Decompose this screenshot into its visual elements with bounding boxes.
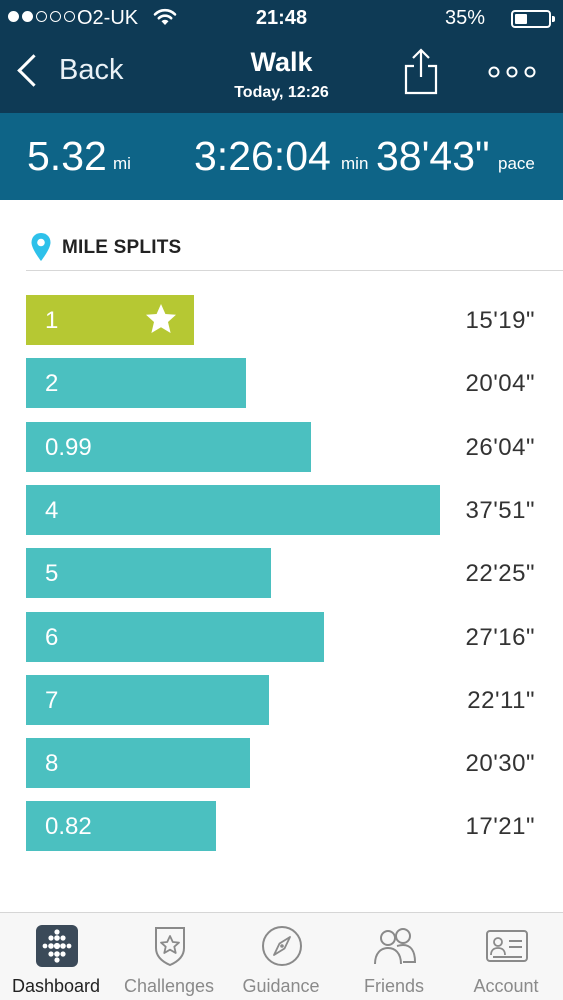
tab-label: Guidance (242, 976, 320, 996)
clock: 21:48 (255, 7, 308, 29)
split-time: 15'19" (465, 307, 535, 334)
signal-dot (8, 11, 19, 22)
location-pin-icon (31, 233, 51, 261)
split-time: 26'04" (465, 434, 535, 461)
mile-splits-header: MILE SPLITS (30, 232, 181, 264)
split-row: 2 20'04" (26, 358, 563, 408)
top-bar: O2-UK 21:48 35% Back Walk Today, 12:26 (0, 0, 563, 113)
split-row: 6 27'16" (26, 612, 563, 662)
section-divider (26, 270, 563, 271)
pace-unit: pace (498, 154, 535, 173)
tab-guidance[interactable]: Guidance (225, 913, 337, 1000)
split-label: 6 (45, 624, 59, 651)
carrier-name: O2-UK (77, 7, 139, 29)
split-row: 0.82 17'21" (26, 801, 563, 851)
split-bar[interactable]: 5 (26, 548, 271, 598)
dashboard-icon (36, 925, 78, 967)
distance-value: 5.32 (27, 133, 107, 179)
star-icon (146, 304, 176, 333)
split-label: 4 (45, 497, 59, 524)
split-row: 1 15'19" (26, 295, 563, 345)
split-row: 4 37'51" (26, 485, 563, 535)
split-row: 7 22'11" (26, 675, 563, 725)
signal-dot (36, 11, 47, 22)
split-label: 0.99 (45, 434, 92, 461)
split-bar[interactable]: 8 (26, 738, 250, 788)
account-icon (486, 930, 528, 962)
split-row: 5 22'25" (26, 548, 563, 598)
split-time: 20'30" (465, 750, 535, 777)
split-bar[interactable]: 2 (26, 358, 246, 408)
split-time: 22'11" (467, 687, 535, 714)
split-bar[interactable]: 4 (26, 485, 440, 535)
split-time: 17'21" (465, 813, 535, 840)
signal-dot (50, 11, 61, 22)
tab-label: Account (473, 976, 539, 996)
split-row: 8 20'30" (26, 738, 563, 788)
signal-dot (64, 11, 75, 22)
friends-icon (374, 928, 417, 965)
share-icon[interactable] (401, 46, 441, 96)
tab-challenges[interactable]: Challenges (113, 913, 225, 1000)
status-bar: O2-UK 21:48 35% (0, 0, 563, 36)
battery-icon (511, 10, 555, 28)
tab-label: Dashboard (11, 976, 101, 996)
page-title: Walk (250, 47, 313, 77)
activity-summary: 5.32 mi 3:26:04 min 38'43" pace (0, 113, 563, 200)
split-bar[interactable]: 7 (26, 675, 269, 725)
compass-icon (262, 926, 302, 966)
split-label: 8 (45, 750, 59, 777)
split-time: 22'25" (465, 560, 535, 587)
split-time: 27'16" (465, 624, 535, 651)
section-title: MILE SPLITS (62, 237, 182, 258)
signal-dot (22, 11, 33, 22)
duration-value: 3:26:04 (194, 133, 331, 179)
signal-strength-icon (8, 11, 75, 22)
split-time: 20'04" (465, 370, 535, 397)
tab-label: Challenges (123, 976, 215, 996)
split-label: 7 (45, 687, 59, 714)
back-label: Back (59, 54, 124, 86)
split-time: 37'51" (465, 497, 535, 524)
split-bar[interactable]: 6 (26, 612, 324, 662)
back-button[interactable]: Back (14, 54, 123, 87)
split-label: 0.82 (45, 813, 92, 840)
wifi-icon (152, 7, 178, 33)
split-bar-best[interactable]: 1 (26, 295, 194, 345)
tab-label: Friends (363, 976, 425, 996)
page-subtitle: Today, 12:26 (234, 84, 329, 101)
split-bar[interactable]: 0.82 (26, 801, 216, 851)
duration-unit: min (341, 154, 369, 173)
challenges-icon (155, 927, 185, 967)
pace-value: 38'43" (376, 133, 490, 179)
distance-unit: mi (113, 154, 131, 173)
split-label: 2 (45, 370, 59, 397)
split-label: 5 (45, 560, 59, 587)
tab-bar: Dashboard Challenges Guidance Friends (0, 912, 563, 1000)
split-bar[interactable]: 0.99 (26, 422, 311, 472)
split-label: 1 (45, 307, 59, 334)
battery-percent: 35% (444, 7, 485, 29)
split-row: 0.99 26'04" (26, 422, 563, 472)
tab-dashboard[interactable]: Dashboard (0, 913, 112, 1000)
more-icon[interactable] (486, 60, 542, 84)
tab-friends[interactable]: Friends (338, 913, 450, 1000)
tab-account[interactable]: Account (450, 913, 562, 1000)
